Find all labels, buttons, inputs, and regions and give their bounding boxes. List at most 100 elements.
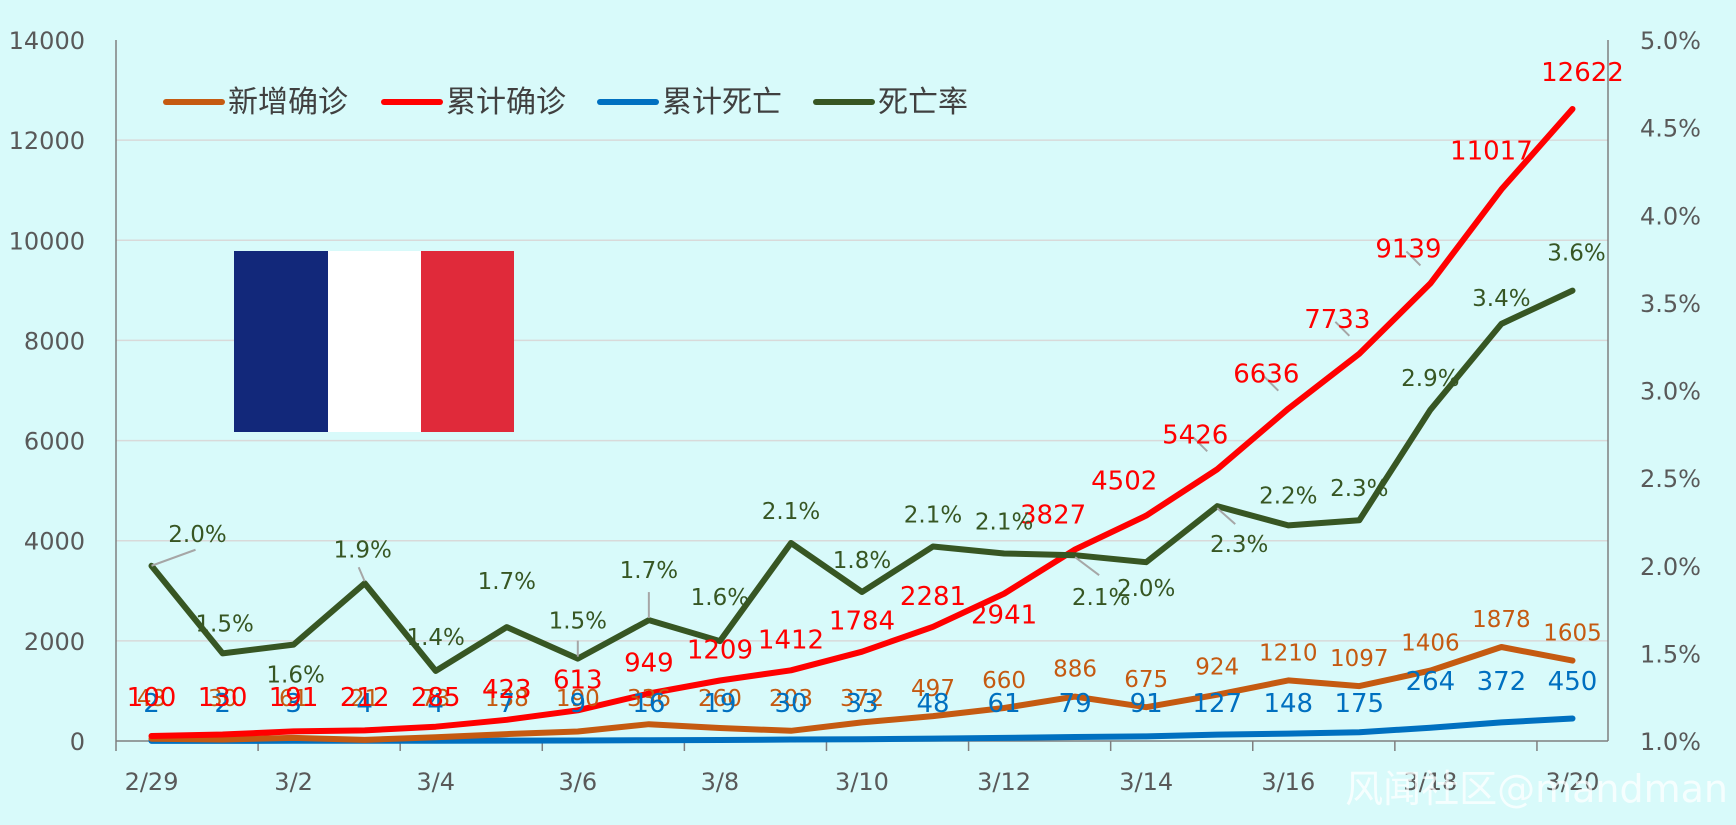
x-tick-3/10: 3/10 [835, 768, 889, 796]
data-label-累计确诊-3/20: 12622 [1541, 58, 1624, 88]
data-label-新增确诊-3/1: 30 [208, 686, 237, 712]
data-label-新增确诊-2/29: 43 [137, 686, 166, 712]
data-label-累计死亡-3/20: 450 [1548, 667, 1598, 697]
x-tick-3/18: 3/18 [1403, 768, 1457, 796]
data-label-累计确诊-3/16: 6636 [1233, 360, 1299, 390]
data-label-累计死亡-3/6: 9 [570, 689, 587, 719]
data-label-新增确诊-3/20: 1605 [1543, 621, 1602, 647]
series-line-死亡率 [148, 287, 1576, 674]
data-label-累计确诊-3/13: 3827 [1020, 500, 1086, 530]
legend: 新增确诊 累计确诊 累计死亡 死亡率 [163, 85, 968, 120]
data-label-累计确诊-3/7: 949 [624, 649, 674, 679]
left-y-axis-ticks: 0 2000 4000 6000 8000 10000 12000 14000 [9, 27, 85, 756]
x-tick-3/16: 3/16 [1261, 768, 1315, 796]
data-label-死亡率-2/29: 2.0% [168, 522, 226, 548]
y-tick-4000: 4000 [24, 528, 85, 556]
y-tick-0: 0 [70, 728, 85, 756]
leader-line [357, 566, 366, 582]
data-label-累计死亡-3/7: 16 [632, 689, 665, 719]
data-label-累计死亡-3/16: 148 [1263, 689, 1313, 719]
y-tick-14000: 14000 [9, 27, 85, 55]
data-label-累计死亡-3/13: 79 [1059, 689, 1092, 719]
flag-white-band [328, 251, 421, 432]
x-tick-3/6: 3/6 [558, 768, 597, 796]
flag-blue-band [234, 251, 328, 432]
data-label-累计确诊-3/5: 423 [482, 675, 532, 705]
x-tick-3/2: 3/2 [274, 768, 313, 796]
data-label-累计确诊-3/17: 7733 [1304, 305, 1370, 335]
x-tick-3/12: 3/12 [977, 768, 1031, 796]
data-label-死亡率-3/10: 1.8% [833, 548, 891, 574]
data-label-累计死亡-3/15: 127 [1192, 689, 1242, 719]
y-tick-6000: 6000 [24, 428, 85, 456]
data-label-死亡率-3/15: 2.3% [1210, 532, 1268, 558]
data-label-累计确诊-3/6: 613 [553, 665, 603, 695]
data-label-累计死亡-3/10: 33 [845, 689, 878, 719]
y2-tick-3.5%: 3.5% [1640, 290, 1701, 318]
data-label-新增确诊-3/3: 21 [350, 686, 379, 712]
legend-label-新增确诊: 新增确诊 [228, 85, 348, 120]
legend-label-累计死亡: 累计死亡 [662, 85, 782, 120]
series-lines [148, 106, 1576, 744]
data-label-累计死亡-3/17: 175 [1334, 689, 1384, 719]
data-label-死亡率-3/7: 1.7% [620, 558, 678, 584]
data-label-累计死亡-3/5: 7 [499, 689, 516, 719]
data-label-死亡率-3/16: 2.2% [1259, 483, 1317, 509]
data-label-新增确诊-3/15: 924 [1195, 655, 1239, 681]
label-leader-lines [151, 250, 1422, 657]
series-line-新增确诊 [148, 644, 1576, 743]
data-label-新增确诊-3/8: 260 [698, 686, 742, 712]
data-label-新增确诊-3/12: 660 [982, 668, 1026, 694]
data-label-累计死亡-3/9: 30 [774, 689, 807, 719]
data-label-累计死亡-3/14: 91 [1130, 689, 1163, 719]
data-label-新增确诊-3/4: 73 [421, 686, 450, 712]
data-label-新增确诊-3/7: 336 [627, 686, 671, 712]
data-label-累计死亡-3/2: 3 [285, 689, 302, 719]
data-label-死亡率-3/2: 1.6% [266, 663, 324, 689]
data-label-死亡率-3/13: 2.1% [1072, 585, 1130, 611]
data-label-死亡率-3/5: 1.7% [478, 569, 536, 595]
series-line-累计确诊 [148, 106, 1576, 739]
legend-label-死亡率: 死亡率 [878, 85, 968, 120]
y2-tick-4.5%: 4.5% [1640, 115, 1701, 143]
flag-red-band [421, 251, 514, 432]
leader-line [1192, 436, 1208, 453]
data-label-新增确诊-3/14: 675 [1124, 667, 1168, 693]
data-label-死亡率-3/1: 1.5% [195, 611, 253, 637]
data-label-新增确诊-3/9: 203 [769, 686, 813, 712]
data-label-累计死亡-3/11: 48 [916, 689, 949, 719]
x-tick-3/20: 3/20 [1546, 768, 1600, 796]
leader-line [1216, 507, 1236, 525]
y2-tick-3.0%: 3.0% [1640, 378, 1701, 406]
legend-label-累计确诊: 累计确诊 [446, 85, 566, 120]
y2-tick-1.0%: 1.0% [1640, 728, 1701, 756]
data-label-累计确诊-2/29: 100 [127, 683, 177, 713]
data-label-新增确诊-3/5: 138 [485, 686, 529, 712]
x-axis-ticks: 2/29 3/2 3/4 3/6 3/8 3/10 3/12 3/14 3/16 3/18 3/20 [115, 741, 1600, 796]
y-tick-2000: 2000 [24, 628, 85, 656]
data-label-累计死亡-3/4: 4 [427, 689, 444, 719]
data-label-累计死亡-3/18: 264 [1406, 667, 1456, 697]
x-tick-3/14: 3/14 [1119, 768, 1173, 796]
y-tick-10000: 10000 [9, 227, 85, 255]
data-label-死亡率-3/9: 2.1% [762, 499, 820, 525]
leader-line [1263, 376, 1279, 392]
y-tick-12000: 12000 [9, 127, 85, 155]
y2-tick-2.0%: 2.0% [1640, 553, 1701, 581]
data-label-死亡率-3/8: 1.6% [691, 585, 749, 611]
y2-tick-5.0%: 5.0% [1640, 27, 1701, 55]
data-label-新增确诊-3/13: 886 [1053, 657, 1097, 683]
data-label-死亡率-3/18: 2.9% [1401, 366, 1459, 392]
y2-tick-2.5%: 2.5% [1640, 465, 1701, 493]
data-label-累计确诊-3/1: 130 [198, 683, 248, 713]
france-flag [234, 251, 514, 432]
x-tick-2/29: 2/29 [125, 768, 179, 796]
data-label-新增确诊-3/10: 372 [840, 686, 884, 712]
data-label-累计确诊-3/15: 5426 [1162, 420, 1228, 450]
data-label-新增确诊-3/11: 497 [911, 676, 955, 702]
data-label-累计死亡-2/29: 2 [143, 689, 160, 719]
data-label-死亡率-3/19: 3.4% [1472, 286, 1530, 312]
y2-tick-1.5%: 1.5% [1640, 640, 1701, 668]
data-label-累计确诊-3/14: 4502 [1091, 467, 1157, 497]
